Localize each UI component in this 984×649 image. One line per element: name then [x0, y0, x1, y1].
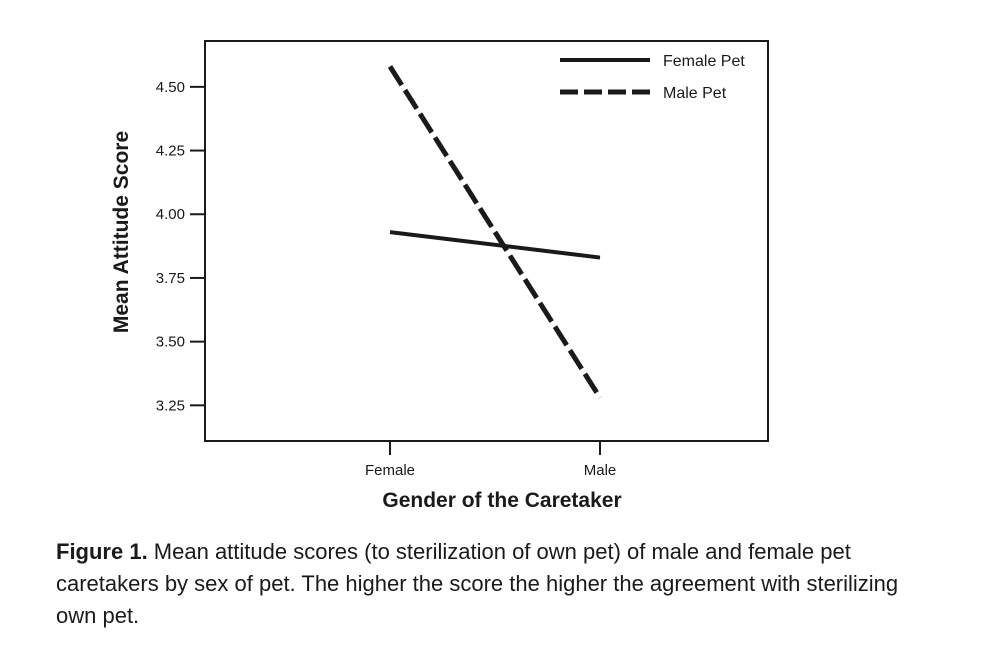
legend-label: Female Pet [663, 53, 745, 70]
y-axis: 3.25 3.50 3.75 4.00 4.25 4.50 [156, 79, 205, 414]
y-tick-label: 3.50 [156, 334, 185, 351]
y-tick-label: 4.25 [156, 143, 185, 160]
y-tick-label: 4.50 [156, 79, 185, 96]
x-axis-title: Gender of the Caretaker [382, 489, 621, 512]
figure-caption: Figure 1. Mean attitude scores (to steri… [56, 536, 936, 632]
legend-label: Male Pet [663, 85, 727, 102]
x-tick-label: Female [365, 462, 415, 479]
series-layer [387, 65, 603, 400]
y-tick-label: 4.00 [156, 206, 185, 223]
legend: Female Pet Male Pet [560, 53, 745, 102]
y-tick-label: 3.25 [156, 397, 185, 414]
series-line-male-pet [387, 65, 603, 400]
y-axis-title: Mean Attitude Score [110, 131, 133, 333]
series-line-female-pet [389, 230, 601, 260]
caption-label: Figure 1. [56, 539, 148, 564]
x-tick-label: Male [584, 462, 617, 479]
x-axis: Female Male [365, 441, 616, 479]
plot-frame [204, 40, 769, 442]
caption-text: Mean attitude scores (to sterilization o… [56, 539, 899, 628]
line-chart: 3.25 3.50 3.75 4.00 4.25 4.50 Female Male Fema… [110, 40, 769, 512]
y-tick-label: 3.75 [156, 270, 185, 287]
